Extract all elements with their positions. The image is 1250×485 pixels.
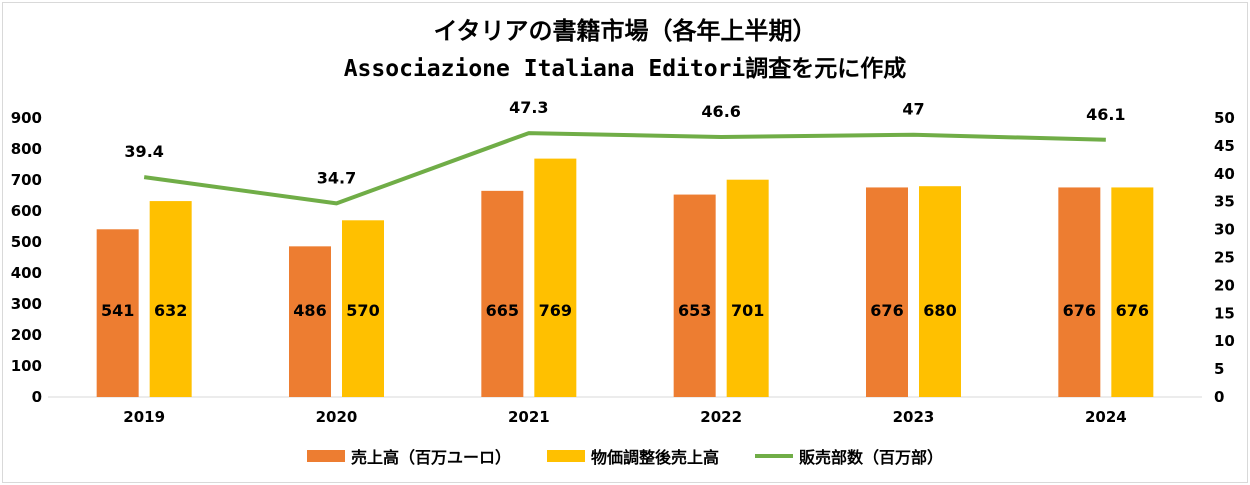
y-right-tick-label: 0 <box>1214 388 1224 406</box>
y-left-tick-label: 300 <box>11 295 42 313</box>
legend-label-sales: 売上高（百万ユーロ） <box>350 448 511 467</box>
bar-sales-label: 676 <box>1063 301 1096 320</box>
bar-sales <box>96 229 139 397</box>
bar-sales <box>866 187 908 397</box>
data-labels: 541 486 665 653 676 676 632 570 769 701 680 676 39.4… <box>101 98 1149 320</box>
y-left-tick-label: 200 <box>11 326 42 344</box>
y-right-tick-label: 45 <box>1214 137 1235 155</box>
bar-sales-label: 486 <box>293 301 326 320</box>
x-tick-label: 2024 <box>1085 408 1127 426</box>
y-left-tick-label: 500 <box>11 233 42 251</box>
bar-sales-label: 653 <box>678 301 711 320</box>
y-left-tick-label: 0 <box>32 388 42 406</box>
bar-sales <box>1058 187 1101 397</box>
legend-swatch-adjusted-sales <box>546 450 585 462</box>
bar-adjusted-sales-label: 701 <box>731 301 764 320</box>
bar-adjusted-sales <box>1111 187 1154 397</box>
chart-title: イタリアの書籍市場（各年上半期） <box>433 17 817 45</box>
bars <box>96 158 1154 397</box>
bar-sales <box>481 190 524 397</box>
y-right-tick-label: 30 <box>1214 221 1235 239</box>
line-copies-sold-label: 47.3 <box>509 98 548 117</box>
legend-item-copies-sold: 販売部数（百万部） <box>755 444 943 468</box>
bar-sales-label: 665 <box>486 301 519 320</box>
bar-adjusted-sales-label: 680 <box>923 301 956 320</box>
y-right-tick-label: 10 <box>1214 332 1235 350</box>
y-right-tick-label: 50 <box>1214 109 1235 127</box>
bar-adjusted-sales <box>726 179 769 397</box>
legend-item-adjusted-sales: 物価調整後売上高 <box>546 444 719 468</box>
y-right-tick-label: 35 <box>1214 193 1235 211</box>
bar-adjusted-sales-label: 769 <box>539 301 572 320</box>
x-tick-label: 2019 <box>123 408 165 426</box>
bar-adjusted-sales-label: 632 <box>154 301 187 320</box>
legend: 売上高（百万ユーロ） 物価調整後売上高 販売部数（百万部） <box>0 444 1250 468</box>
y-left-tick-label: 600 <box>11 202 42 220</box>
line-copies-sold-label: 34.7 <box>317 168 356 187</box>
bar-adjusted-sales <box>149 201 192 397</box>
y-right-tick-label: 5 <box>1214 360 1224 378</box>
y-right-tick-label: 20 <box>1214 276 1235 294</box>
bar-adjusted-sales <box>342 220 384 397</box>
legend-label-adjusted-sales: 物価調整後売上高 <box>590 448 719 467</box>
line-copies-sold-label: 47 <box>902 100 924 119</box>
y-left-tick-label: 700 <box>11 171 42 189</box>
bar-sales-label: 541 <box>101 301 134 320</box>
y-left-tick-label: 900 <box>11 109 42 127</box>
axes: 0 100 200 300 400 500 600 700 800 900 0 5 10 15 20 25 30… <box>11 109 1235 426</box>
y-right-tick-label: 25 <box>1214 249 1235 267</box>
legend-swatch-sales <box>306 450 345 462</box>
line-copies-sold-label: 39.4 <box>124 142 163 161</box>
y-left-tick-label: 100 <box>11 357 42 375</box>
legend-swatch-copies-sold <box>755 454 793 458</box>
legend-item-sales: 売上高（百万ユーロ） <box>306 444 511 468</box>
line-copies-sold-label: 46.6 <box>701 102 740 121</box>
x-tick-label: 2020 <box>316 408 358 426</box>
bar-adjusted-sales <box>534 158 577 397</box>
bar-sales <box>673 194 716 397</box>
y-left-tick-label: 800 <box>11 140 42 158</box>
bar-adjusted-sales <box>919 186 961 397</box>
bar-adjusted-sales-label: 676 <box>1116 301 1149 320</box>
legend-label-copies-sold: 販売部数（百万部） <box>799 448 944 467</box>
y-right-tick-label: 40 <box>1214 165 1235 183</box>
bar-sales-label: 676 <box>870 301 903 320</box>
line-copies-sold-label: 46.1 <box>1086 105 1125 124</box>
bar-sales <box>289 246 331 397</box>
bar-adjusted-sales-label: 570 <box>346 301 379 320</box>
line-series <box>143 131 1106 206</box>
y-right-tick-label: 15 <box>1214 304 1235 322</box>
line-copies-sold <box>143 131 1106 206</box>
x-tick-label: 2023 <box>893 408 935 426</box>
x-tick-label: 2022 <box>700 408 742 426</box>
y-left-tick-label: 400 <box>11 264 42 282</box>
x-tick-label: 2021 <box>508 408 550 426</box>
chart-subtitle: Associazione Italiana Editori調査を元に作成 <box>343 56 907 82</box>
